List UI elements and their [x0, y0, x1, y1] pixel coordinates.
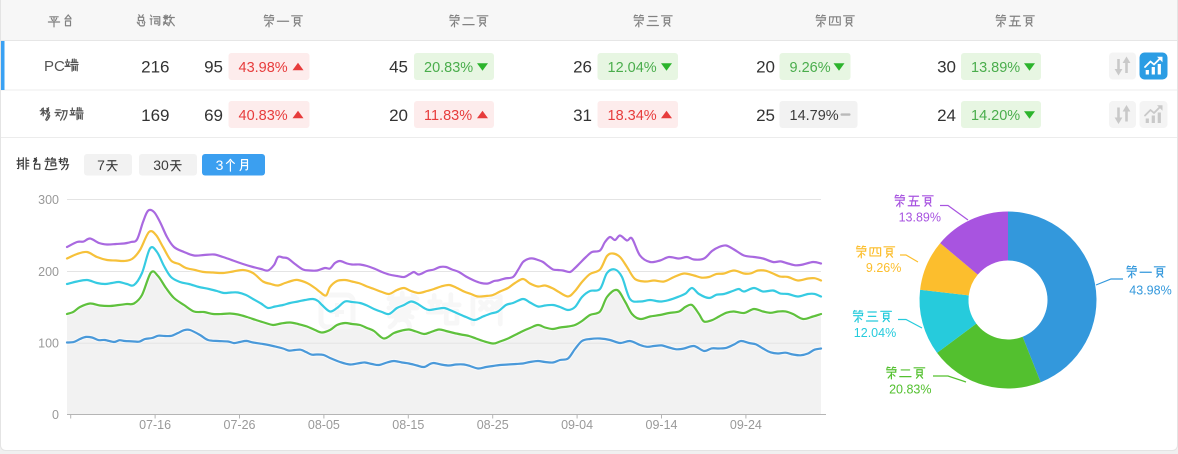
svg-text:0: 0: [52, 408, 59, 422]
svg-text:PC: PC: [44, 58, 65, 75]
svg-text:09-24: 09-24: [730, 418, 762, 432]
svg-text:30: 30: [153, 157, 169, 173]
svg-text:216: 216: [141, 58, 169, 77]
svg-text:11.83%: 11.83%: [424, 108, 472, 124]
svg-text:3: 3: [216, 157, 224, 173]
svg-text:14.20%: 14.20%: [971, 108, 1020, 124]
svg-text:08-15: 08-15: [392, 418, 424, 432]
svg-text:12.04%: 12.04%: [854, 326, 896, 340]
svg-text:9.26%: 9.26%: [790, 60, 831, 76]
svg-text:20.83%: 20.83%: [424, 60, 473, 76]
svg-text:12.04%: 12.04%: [608, 60, 657, 76]
svg-text:24: 24: [937, 106, 956, 125]
svg-text:40.83%: 40.83%: [239, 108, 288, 124]
svg-text:200: 200: [38, 265, 59, 279]
svg-text:100: 100: [38, 337, 59, 351]
svg-text:20: 20: [756, 58, 775, 77]
svg-text:18.34%: 18.34%: [608, 108, 657, 124]
svg-text:20.83%: 20.83%: [889, 383, 931, 397]
svg-text:20: 20: [389, 106, 408, 125]
svg-text:26: 26: [573, 58, 592, 77]
svg-text:08-05: 08-05: [308, 418, 340, 432]
svg-text:25: 25: [756, 106, 775, 125]
svg-text:14.79%: 14.79%: [790, 108, 839, 124]
svg-text:08-25: 08-25: [477, 418, 509, 432]
svg-text:169: 169: [141, 106, 169, 125]
svg-text:7: 7: [97, 157, 105, 173]
svg-text:69: 69: [204, 106, 223, 125]
svg-text:30: 30: [937, 58, 956, 77]
svg-text:13.89%: 13.89%: [971, 60, 1020, 76]
svg-text:09-14: 09-14: [646, 418, 678, 432]
svg-text:13.89%: 13.89%: [899, 211, 941, 225]
svg-text:43.98%: 43.98%: [239, 60, 288, 76]
svg-text:45: 45: [389, 58, 408, 77]
svg-text:300: 300: [38, 193, 59, 207]
svg-text:43.98%: 43.98%: [1129, 284, 1171, 298]
svg-text:31: 31: [573, 106, 592, 125]
svg-text:09-04: 09-04: [561, 418, 593, 432]
svg-text:9.26%: 9.26%: [866, 261, 901, 275]
svg-text:07-26: 07-26: [224, 418, 256, 432]
svg-text:07-16: 07-16: [139, 418, 171, 432]
svg-text:95: 95: [204, 58, 223, 77]
